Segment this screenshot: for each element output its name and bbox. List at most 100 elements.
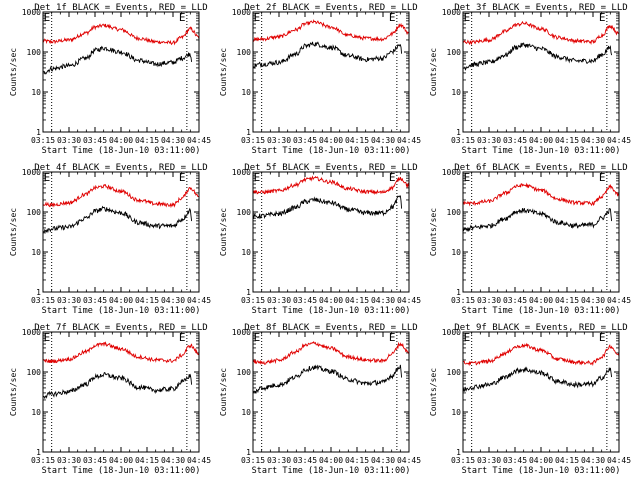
y-tick-label: 100 <box>27 208 42 217</box>
plot-frame <box>42 331 200 453</box>
event-marker-label: E <box>254 331 261 344</box>
panel-1: Det 1f BLACK = Events, RED = LLD 1 10 100 10… <box>9 3 211 156</box>
event-marker-label: E <box>389 171 396 184</box>
y-tick-label: 10 <box>451 248 461 257</box>
event-marker-label: E <box>179 331 186 344</box>
x-tick-label: 03:45 <box>293 296 317 305</box>
x-tick-label: 04:45 <box>397 136 421 145</box>
x-tick-label: 04:00 <box>529 296 553 305</box>
y-axis-label: Counts/sec <box>429 208 438 256</box>
x-tick-label: 03:30 <box>57 296 81 305</box>
x-tick-label: 04:45 <box>397 456 421 465</box>
x-tick-label: 03:30 <box>267 136 291 145</box>
x-tick-label: 04:30 <box>581 296 605 305</box>
x-tick-label: 04:45 <box>187 296 211 305</box>
x-tick-label: 03:15 <box>241 296 265 305</box>
event-marker-label: E <box>44 171 51 184</box>
series-lld-line <box>42 183 199 209</box>
x-tick-label: 03:45 <box>83 296 107 305</box>
panel-3: Det 3f BLACK = Events, RED = LLD 1 10 100 10… <box>429 3 631 156</box>
x-tick-label: 04:00 <box>109 136 133 145</box>
event-marker-label: E <box>464 171 471 184</box>
plot-frame <box>462 11 620 133</box>
y-axis-label: Counts/sec <box>9 48 18 96</box>
series-lld-line <box>253 175 410 196</box>
x-tick-label: 03:30 <box>57 456 81 465</box>
y-axis-label: Counts/sec <box>9 208 18 256</box>
series-lld-line <box>42 23 200 46</box>
x-tick-label: 03:30 <box>477 136 501 145</box>
x-tick-label: 04:00 <box>319 296 343 305</box>
y-tick-label: 100 <box>237 208 252 217</box>
panel-title: Det 1f BLACK = Events, RED = LLD <box>34 3 207 13</box>
x-tick-label: 04:30 <box>161 456 185 465</box>
x-tick-label: 03:30 <box>267 296 291 305</box>
event-marker-label: E <box>179 11 186 24</box>
event-marker-label: E <box>599 11 606 24</box>
panel-7: Det 7f BLACK = Events, RED = LLD 1 10 100 10… <box>9 323 211 476</box>
event-marker-label: E <box>464 11 471 24</box>
x-tick-label: 04:15 <box>135 136 159 145</box>
series-events-line <box>252 364 403 394</box>
event-marker-label: E <box>389 331 396 344</box>
x-tick-label: 03:30 <box>477 296 501 305</box>
panel-title: Det 2f BLACK = Events, RED = LLD <box>244 3 417 13</box>
x-tick-label: 03:15 <box>31 296 55 305</box>
event-marker-label: E <box>464 331 471 344</box>
y-axis-label: Counts/sec <box>429 48 438 96</box>
y-tick-label: 1000 <box>442 328 461 337</box>
x-tick-label: 04:00 <box>319 456 343 465</box>
plot-frame <box>252 171 410 293</box>
y-tick-label: 10 <box>31 248 41 257</box>
panel-title: Det 6f BLACK = Events, RED = LLD <box>454 163 627 173</box>
plot-frame <box>462 171 620 293</box>
x-tick-label: 04:30 <box>161 136 185 145</box>
x-tick-label: 04:30 <box>161 296 185 305</box>
panel-9: Det 9f BLACK = Events, RED = LLD 1 10 100 10… <box>429 323 631 476</box>
event-marker-label: E <box>44 11 51 24</box>
event-marker-label: E <box>44 331 51 344</box>
series-lld-line <box>462 20 620 46</box>
y-axis-label: Counts/sec <box>219 208 228 256</box>
series-lld-line <box>252 19 410 42</box>
x-tick-label: 04:15 <box>555 296 579 305</box>
x-tick-label: 04:15 <box>345 456 369 465</box>
series-events-line <box>252 41 403 69</box>
x-tick-label: 04:15 <box>555 136 579 145</box>
y-axis-label: Counts/sec <box>219 368 228 416</box>
x-tick-label: 03:15 <box>451 136 475 145</box>
panel-6: Det 6f BLACK = Events, RED = LLD 1 10 100 10… <box>429 163 631 316</box>
x-tick-label: 04:00 <box>529 456 553 465</box>
panel-title: Det 4f BLACK = Events, RED = LLD <box>34 163 207 173</box>
x-axis-label: Start Time (18-Jun-10 03:11:00) <box>252 306 411 316</box>
x-tick-label: 03:15 <box>451 296 475 305</box>
y-tick-label: 10 <box>31 88 41 97</box>
x-tick-label: 03:15 <box>31 456 55 465</box>
x-tick-label: 04:15 <box>135 456 159 465</box>
x-axis-label: Start Time (18-Jun-10 03:11:00) <box>252 466 411 476</box>
x-tick-label: 03:30 <box>267 456 291 465</box>
y-axis-label: Counts/sec <box>9 368 18 416</box>
x-axis-label: Start Time (18-Jun-10 03:11:00) <box>462 306 621 316</box>
y-tick-label: 100 <box>237 48 252 57</box>
plot-frame <box>252 331 410 453</box>
x-tick-label: 03:45 <box>293 456 317 465</box>
y-tick-label: 1 <box>36 288 41 297</box>
x-tick-label: 04:00 <box>109 296 133 305</box>
x-tick-label: 04:30 <box>371 296 395 305</box>
x-tick-label: 04:15 <box>135 296 159 305</box>
x-tick-label: 03:45 <box>83 456 107 465</box>
panel-title: Det 5f BLACK = Events, RED = LLD <box>244 163 417 173</box>
x-tick-label: 04:30 <box>371 456 395 465</box>
panel-4: Det 4f BLACK = Events, RED = LLD 1 10 100 10… <box>9 163 211 316</box>
panel-title: Det 8f BLACK = Events, RED = LLD <box>244 323 417 333</box>
x-tick-label: 04:45 <box>607 136 631 145</box>
x-tick-label: 03:15 <box>241 456 265 465</box>
y-tick-label: 10 <box>241 408 251 417</box>
y-tick-label: 1 <box>246 448 251 457</box>
y-tick-label: 1000 <box>232 8 251 17</box>
y-axis-label: Counts/sec <box>429 368 438 416</box>
y-tick-label: 100 <box>447 368 462 377</box>
